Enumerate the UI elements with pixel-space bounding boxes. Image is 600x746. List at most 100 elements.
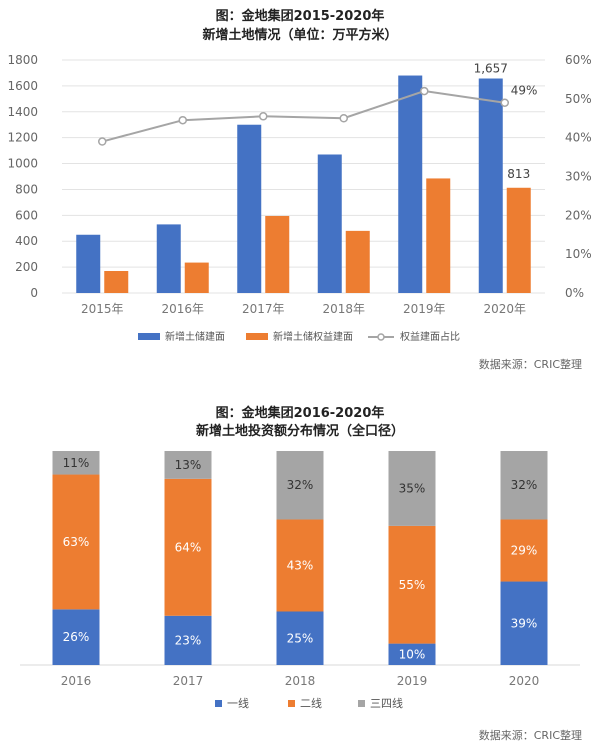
segment-label: 26% <box>63 630 90 644</box>
y-left-tick-label: 800 <box>15 182 38 196</box>
x-tick-label: 2020 <box>509 674 540 688</box>
bar-equity-land-area <box>104 270 129 293</box>
y-right-tick-label: 10% <box>565 247 592 261</box>
bar-equity-land-area <box>345 230 370 293</box>
y-left-tick-label: 200 <box>15 260 38 274</box>
legend-label-line: 权益建面占比 <box>400 330 460 343</box>
stacked-bar-segment <box>164 451 212 479</box>
bar-new-land-area <box>76 234 101 293</box>
segment-label: 13% <box>175 458 202 472</box>
y-right-tick-label: 30% <box>565 170 592 184</box>
stacked-bar-segment <box>500 519 548 582</box>
bar-new-land-area <box>237 124 262 293</box>
segment-label: 43% <box>287 558 314 572</box>
x-tick-label: 2016 <box>61 674 92 688</box>
bar-new-land-area <box>478 78 503 293</box>
y-right-tick-label: 0% <box>565 286 584 300</box>
bar-new-land-area <box>398 75 423 294</box>
legend-swatch-bar1 <box>138 333 160 340</box>
stacked-bar-segment <box>276 451 324 520</box>
x-tick-label: 2018年 <box>322 302 365 316</box>
segment-label: 10% <box>399 647 426 661</box>
bar-new-land-area <box>156 224 181 293</box>
chart2-source: 数据来源：CRIC整理 <box>478 729 582 742</box>
stacked-bar-segment <box>500 451 548 520</box>
chart2-svg: 26% 63% 11% 2016 23% 64% 13% 2017 25% 43% 32% 2018 1… <box>20 451 580 710</box>
legend-label: 一线 <box>227 696 249 710</box>
chart1-title-line1: 图：金地集团2015-2020年 <box>215 9 385 24</box>
segment-label: 39% <box>511 616 538 630</box>
segment-label: 64% <box>175 540 202 554</box>
y-left-tick-label: 600 <box>15 208 38 222</box>
y-right-tick-label: 50% <box>565 92 592 106</box>
bar-equity-land-area <box>184 262 209 293</box>
y-left-tick-label: 0 <box>30 286 38 300</box>
segment-label: 32% <box>287 478 314 492</box>
segment-label: 11% <box>63 456 90 470</box>
line-point <box>98 137 107 146</box>
line-equity-ratio <box>101 90 505 143</box>
segment-label: 25% <box>287 631 314 645</box>
stacked-bar-segment <box>276 519 324 612</box>
legend-label-bar1: 新增土储建面 <box>165 330 225 343</box>
x-tick-label: 2015年 <box>81 302 124 316</box>
chart2-title-line2: 新增土地投资额分布情况（全口径） <box>195 424 404 439</box>
stacked-bar-segment <box>52 451 100 475</box>
line-point <box>259 112 268 121</box>
x-tick-label: 2018 <box>285 674 316 688</box>
legend-swatch <box>215 700 222 707</box>
data-label-line-2020: 49% <box>511 84 538 98</box>
legend-label: 三四线 <box>370 696 403 710</box>
stacked-bar-segment <box>164 478 212 616</box>
stacked-bar-segment <box>164 615 212 665</box>
segment-label: 23% <box>175 633 202 647</box>
legend-label: 二线 <box>300 696 322 710</box>
line-point <box>178 115 187 125</box>
y-left-tick-label: 1800 <box>7 53 38 67</box>
y-right-tick-label: 20% <box>565 208 592 222</box>
y-left-tick-label: 1400 <box>7 105 38 119</box>
chart1-title-line2: 新增土地情况（单位：万平方米） <box>202 28 398 43</box>
y-left-tick-label: 400 <box>15 234 38 248</box>
x-tick-label: 2016年 <box>161 302 204 316</box>
data-label-bar-2020: 1,657 <box>474 62 508 76</box>
legend-swatch-bar2 <box>246 333 268 340</box>
y-left-tick-label: 1000 <box>7 157 38 171</box>
stacked-bar-segment <box>388 525 436 644</box>
y-right-tick-label: 60% <box>565 53 592 67</box>
x-tick-label: 2019 <box>397 674 428 688</box>
stacked-bar-segment <box>52 474 100 610</box>
bar-equity-land-area <box>265 215 290 293</box>
chart1-source: 数据来源：CRIC整理 <box>478 358 582 371</box>
line-point <box>339 114 348 123</box>
legend-label-bar2: 新增土储权益建面 <box>273 330 353 343</box>
y-left-tick-label: 1200 <box>7 131 38 145</box>
x-tick-label: 2017 <box>173 674 204 688</box>
bar-equity-land-area <box>426 178 451 293</box>
legend-swatch <box>288 700 295 707</box>
bar-new-land-area <box>317 154 342 293</box>
x-tick-label: 2017年 <box>242 302 285 316</box>
stacked-bar-segment <box>388 643 436 665</box>
segment-label: 35% <box>399 481 426 495</box>
stacked-bar-segment <box>276 611 324 665</box>
segment-label: 55% <box>399 578 426 592</box>
stacked-bar-segment <box>500 581 548 665</box>
line-point <box>500 98 509 107</box>
legend-line-marker <box>377 333 385 341</box>
bar-equity-land-area <box>506 187 531 293</box>
y-left-tick-label: 1600 <box>7 79 38 93</box>
x-tick-label: 2020年 <box>483 302 526 316</box>
data-label-bar2-2020: 813 <box>507 167 530 181</box>
segment-label: 29% <box>511 544 538 558</box>
chart1-svg: 0 200 400 600 800 1000 1200 1400 1600 1800 0% 10% 20… <box>7 53 592 343</box>
stacked-bar-segment <box>52 609 100 665</box>
stacked-bar-segment <box>388 451 436 526</box>
legend-swatch <box>358 700 365 707</box>
segment-label: 63% <box>63 535 90 549</box>
chart2-title-line1: 图：金地集团2016-2020年 <box>215 406 385 421</box>
segment-label: 32% <box>511 478 538 492</box>
line-point <box>420 86 429 96</box>
y-right-tick-label: 40% <box>565 131 592 145</box>
x-tick-label: 2019年 <box>403 302 446 316</box>
